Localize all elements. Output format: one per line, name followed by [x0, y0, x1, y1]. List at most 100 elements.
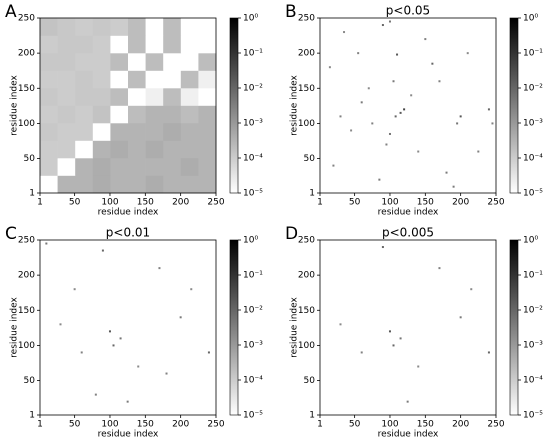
heatmap-cell [145, 70, 164, 89]
colorbar-tick-label: 10⁻⁵ [243, 189, 263, 199]
heatmap-point [207, 351, 210, 354]
heatmap-cell [75, 35, 94, 54]
x-axis-label: residue index [378, 430, 439, 438]
heatmap-point [403, 108, 406, 111]
heatmap-cell [180, 35, 199, 54]
heatmap-cell [163, 123, 182, 141]
panel-title: p<0.05 [386, 4, 430, 18]
heatmap-cell [128, 140, 146, 159]
heatmap-point [101, 249, 104, 252]
y-tick-label: 200 [18, 271, 35, 281]
heatmap-point [45, 242, 48, 245]
heatmap-point [399, 111, 402, 114]
heatmap-cell [198, 70, 217, 89]
panel-title: p<0.01 [106, 226, 150, 240]
heatmap-cell [92, 158, 111, 176]
heatmap-cell [57, 70, 76, 89]
heatmap-point [158, 267, 161, 270]
heatmap-cell [110, 140, 129, 159]
heatmap-cell [75, 140, 94, 159]
heatmap-cell [40, 158, 58, 176]
heatmap-point [406, 400, 409, 403]
y-axis-label: residue index [10, 74, 20, 135]
y-axis-label: residue index [290, 296, 300, 357]
heatmap-point [487, 351, 490, 354]
x-tick-label: 100 [101, 420, 118, 430]
x-tick-label: 100 [101, 198, 118, 208]
x-tick-label: 200 [172, 420, 189, 430]
heatmap-cell [180, 158, 199, 176]
colorbar-tick-label: 10⁻² [243, 306, 263, 316]
x-tick-label: 200 [452, 420, 469, 430]
heatmap-cell [57, 88, 76, 106]
y-tick-label: 150 [18, 84, 35, 94]
y-tick-label: 50 [304, 154, 316, 164]
heatmap-point [396, 53, 399, 56]
heatmap-cell [57, 105, 76, 124]
y-tick-label: 50 [304, 376, 316, 386]
x-tick-label: 250 [207, 198, 224, 208]
y-tick-label: 1 [29, 189, 35, 199]
y-axis-label: residue index [290, 74, 300, 135]
heatmap-point [371, 122, 374, 125]
heatmap-point [332, 164, 335, 167]
heatmap-cell [163, 35, 182, 54]
colorbar-tick-label: 10⁻³ [243, 341, 263, 351]
y-tick-label: 200 [18, 49, 35, 59]
heatmap-cell [40, 123, 58, 141]
heatmap-cell [145, 140, 164, 159]
heatmap-point [431, 62, 434, 65]
x-tick-label: 1 [317, 198, 323, 208]
heatmap-cell [128, 158, 146, 176]
heatmap-cell [198, 53, 217, 71]
y-tick-label: 100 [298, 119, 315, 129]
heatmap-cell [180, 123, 199, 141]
y-tick-label: 100 [18, 119, 35, 129]
heatmap-cell [128, 123, 146, 141]
heatmap-cell [128, 70, 146, 89]
heatmap-cell [40, 88, 58, 106]
heatmap-point [360, 351, 363, 354]
heatmap-cell [40, 70, 58, 89]
plot-area [320, 240, 496, 415]
heatmap-cell [40, 18, 58, 36]
heatmap-point [491, 122, 494, 125]
heatmap-cell [75, 88, 94, 106]
heatmap-point [137, 365, 140, 368]
plot-area [40, 240, 216, 415]
colorbar-tick-label: 10⁻⁵ [243, 411, 263, 421]
x-tick-label: 150 [417, 198, 434, 208]
y-tick-label: 250 [298, 236, 315, 246]
colorbar-tick-label: 10⁰ [523, 236, 538, 246]
colorbar-tick-label: 10⁻¹ [523, 49, 543, 59]
x-tick-label: 100 [381, 420, 398, 430]
heatmap-cell [198, 140, 217, 159]
heatmap-point [112, 344, 115, 347]
x-tick-label: 50 [349, 198, 361, 208]
colorbar-tick-label: 10⁻¹ [523, 271, 543, 281]
colorbar-tick-label: 10⁻⁴ [243, 376, 263, 386]
x-tick-label: 150 [137, 420, 154, 430]
heatmap-cell [180, 53, 199, 71]
heatmap-point [417, 150, 420, 153]
heatmap-cell [163, 88, 182, 106]
y-tick-label: 250 [18, 236, 35, 246]
heatmap-cell [92, 105, 111, 124]
heatmap-cell [57, 53, 76, 71]
heatmap-cell [198, 123, 217, 141]
heatmap-cell [92, 175, 111, 194]
heatmap-point [438, 267, 441, 270]
heatmap-cell [163, 105, 182, 124]
heatmap-cell [40, 35, 58, 54]
x-tick-label: 150 [417, 420, 434, 430]
heatmap-cell [180, 18, 199, 36]
heatmap-cell [75, 70, 94, 89]
heatmap-cell [180, 70, 199, 89]
heatmap-cell [110, 70, 129, 89]
heatmap-cell [198, 35, 217, 54]
heatmap-point [399, 337, 402, 340]
heatmap-point [339, 115, 342, 118]
heatmap-cell [75, 123, 94, 141]
heatmap-point [350, 129, 353, 132]
heatmap-cell [145, 53, 164, 71]
